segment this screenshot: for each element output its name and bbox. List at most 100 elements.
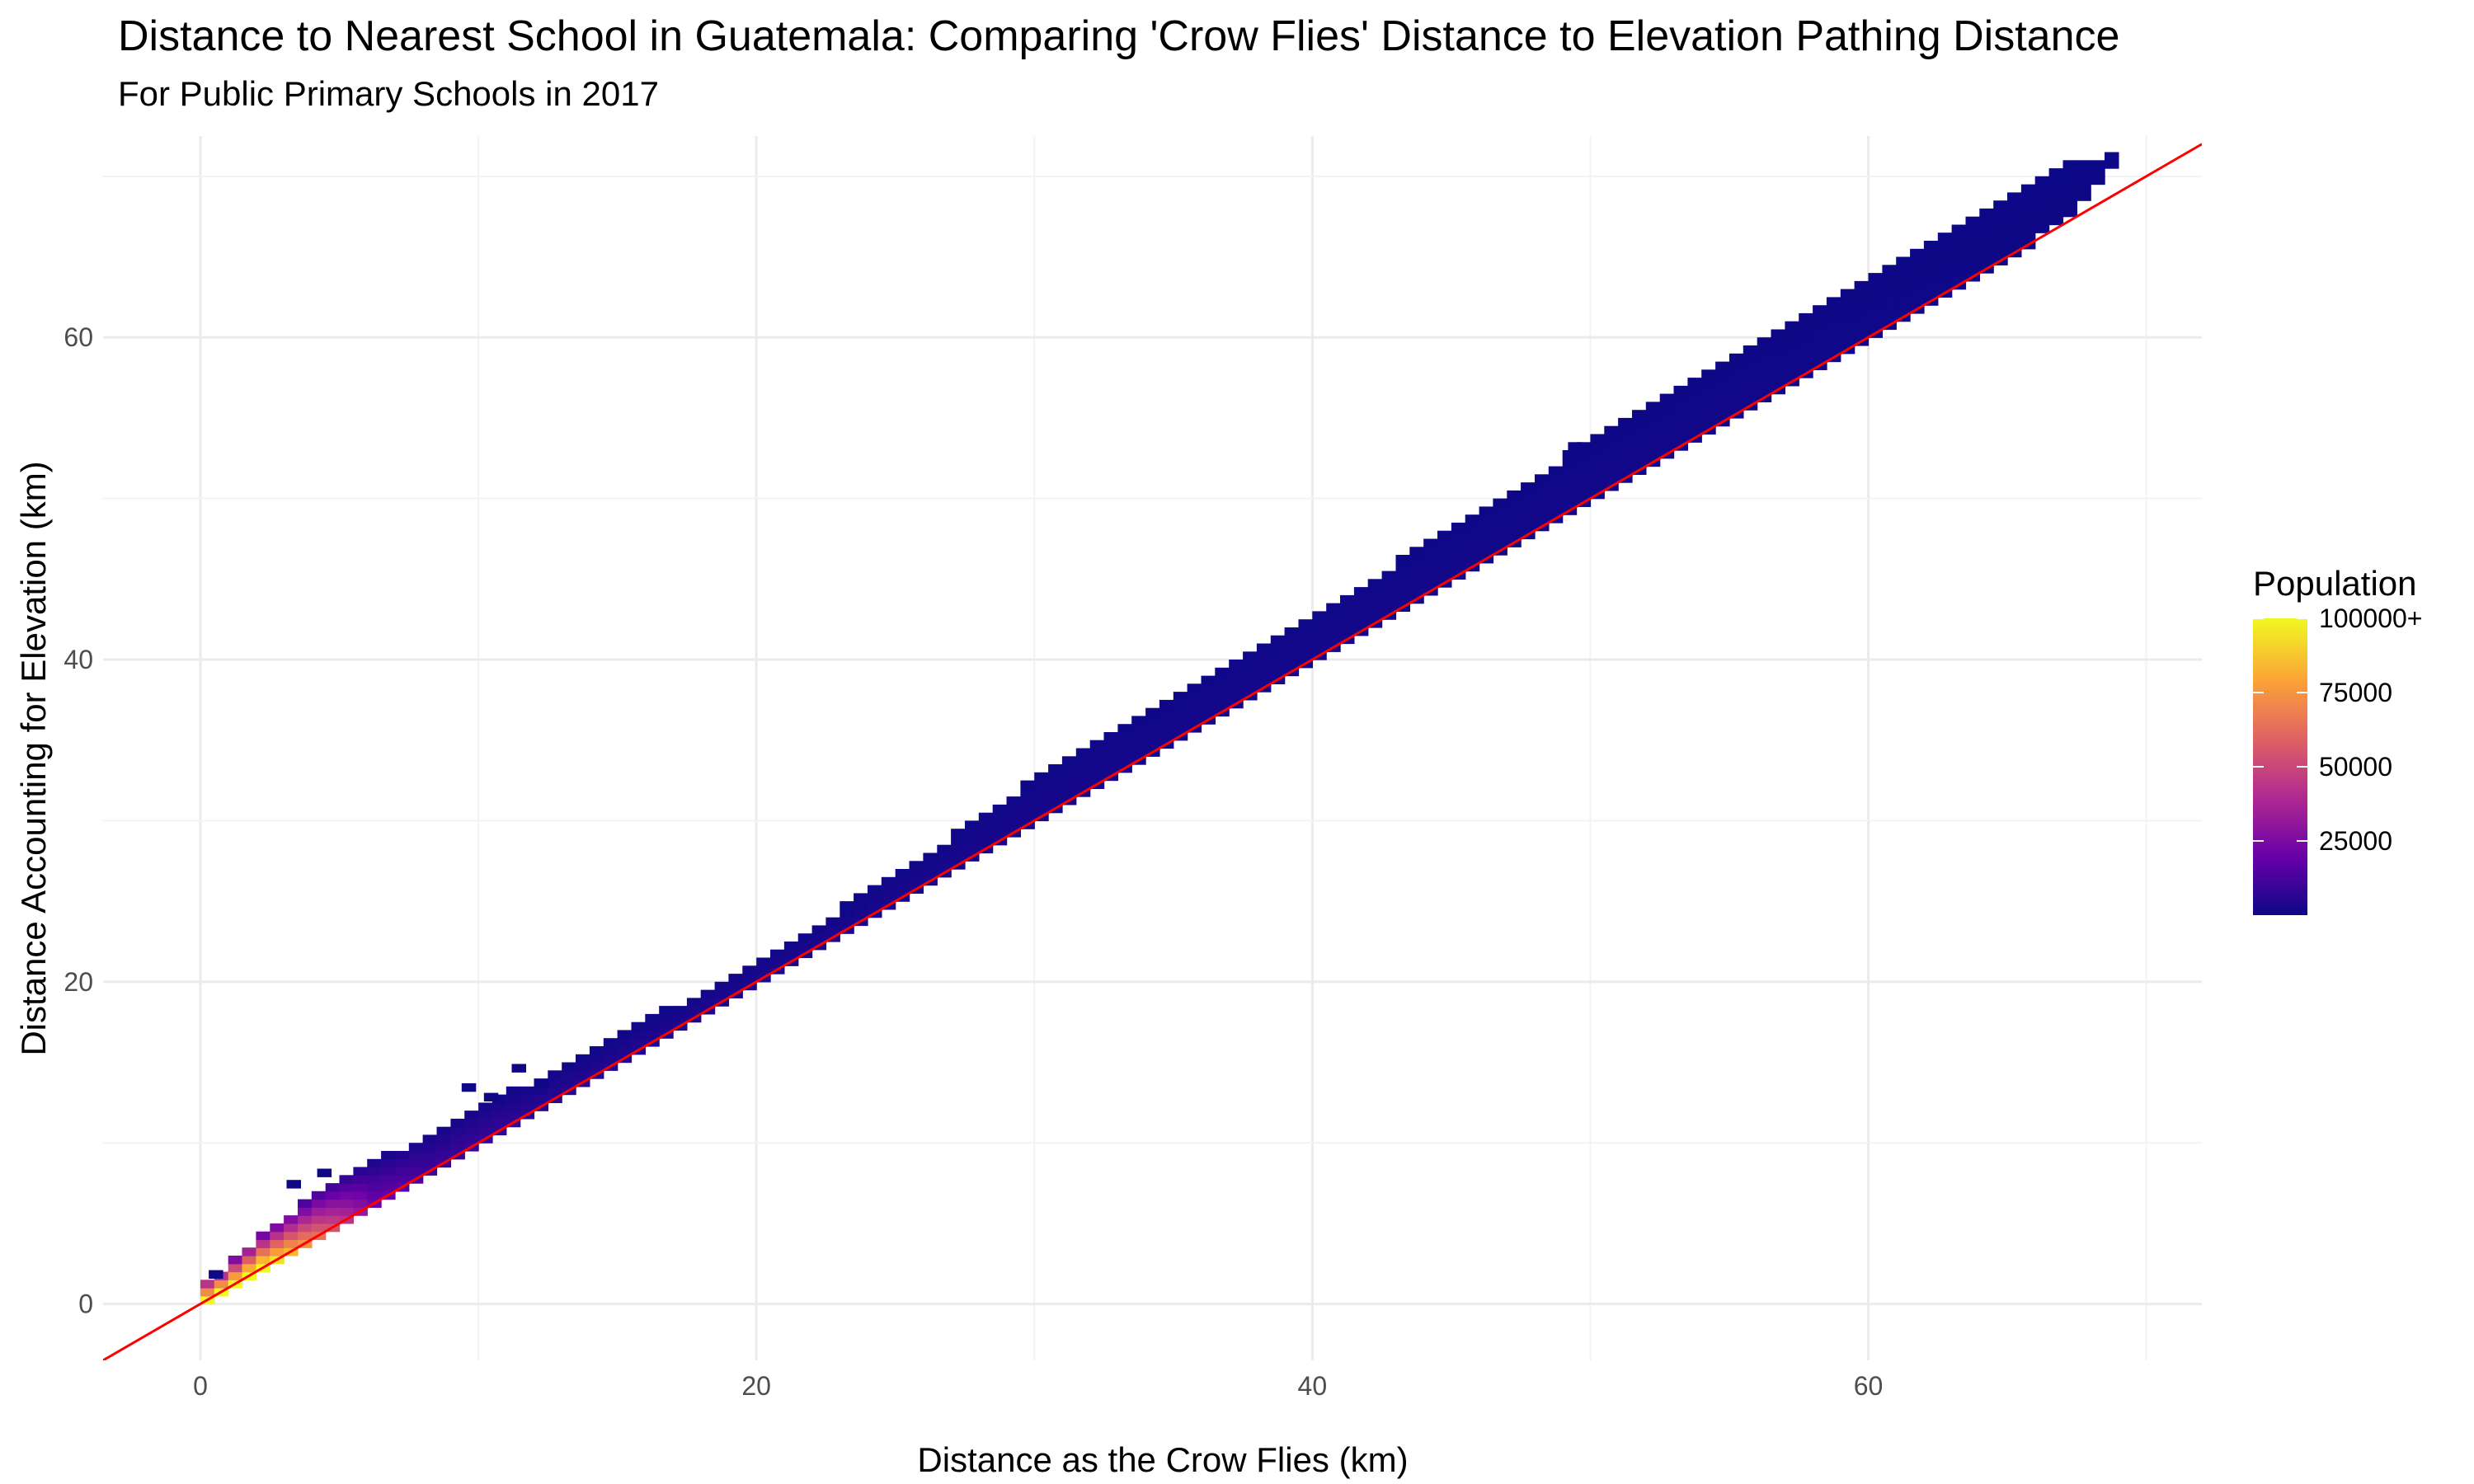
heatmap-tile xyxy=(2007,232,2022,242)
heatmap-tile xyxy=(1757,361,1772,370)
heatmap-tile xyxy=(367,1167,382,1176)
heatmap-tile xyxy=(506,1094,521,1103)
heatmap-tile xyxy=(1771,361,1785,370)
heatmap-tile xyxy=(700,989,716,998)
heatmap-tile xyxy=(631,1021,646,1031)
heatmap-tile xyxy=(1840,337,1856,346)
heatmap-tile xyxy=(1673,410,1688,419)
heatmap-tile xyxy=(1465,555,1480,564)
legend-tick-label: 25000 xyxy=(2319,826,2392,856)
outlier-tile xyxy=(511,1064,526,1073)
heatmap-tile xyxy=(1395,587,1410,596)
heatmap-tile xyxy=(562,1062,576,1071)
heatmap-tile xyxy=(311,1215,327,1224)
heatmap-tile xyxy=(1423,571,1438,580)
heatmap-tile xyxy=(1284,635,1300,645)
heatmap-tile xyxy=(1799,329,1813,338)
heatmap-tile xyxy=(659,1013,674,1023)
heatmap-tile xyxy=(1423,538,1438,547)
heatmap-tile xyxy=(478,1118,493,1128)
heatmap-tile xyxy=(1854,329,1870,338)
heatmap-tile xyxy=(1826,345,1841,355)
heatmap-tile xyxy=(1868,273,1883,282)
heatmap-tile xyxy=(506,1102,521,1111)
heatmap-tile xyxy=(937,852,952,862)
heatmap-tile xyxy=(1535,482,1550,491)
heatmap-tile xyxy=(1507,522,1522,532)
heatmap-tile xyxy=(1645,425,1661,435)
heatmap-tile xyxy=(923,852,938,862)
heatmap-tile xyxy=(1103,748,1118,757)
heatmap-tile xyxy=(2020,184,2036,193)
heatmap-tile xyxy=(2062,208,2077,218)
heatmap-tile xyxy=(1632,442,1647,451)
outlier-tile xyxy=(534,1080,548,1089)
heatmap-tile xyxy=(506,1111,521,1120)
outlier-tile xyxy=(209,1270,223,1279)
heatmap-tile xyxy=(1618,458,1633,467)
heatmap-tile xyxy=(1089,756,1105,765)
heatmap-tile xyxy=(1061,788,1077,797)
heatmap-tile xyxy=(1173,724,1188,733)
heatmap-tile xyxy=(951,844,966,854)
heatmap-tile xyxy=(1868,312,1883,322)
heatmap-tile xyxy=(700,998,716,1007)
heatmap-tile xyxy=(1882,280,1897,290)
heatmap-tile xyxy=(1256,667,1272,677)
heatmap-tile xyxy=(797,942,813,951)
heatmap-tile xyxy=(284,1223,299,1233)
heatmap-tile xyxy=(895,876,910,886)
heatmap-tile xyxy=(1743,393,1758,402)
legend-title: Population xyxy=(2253,564,2417,603)
heatmap-tile xyxy=(381,1158,396,1168)
heatmap-tile xyxy=(1632,425,1647,435)
heatmap-tile xyxy=(1284,627,1300,636)
heatmap-tile xyxy=(1075,764,1091,773)
heatmap-tile xyxy=(2020,216,2036,226)
heatmap-tile xyxy=(1423,547,1438,556)
heatmap-tile xyxy=(478,1111,493,1120)
heatmap-tile xyxy=(1854,312,1870,322)
heatmap-tile xyxy=(1381,587,1397,596)
heatmap-tile xyxy=(1937,265,1953,274)
heatmap-tile xyxy=(1479,547,1494,556)
heatmap-tile xyxy=(1548,474,1564,483)
heatmap-tile xyxy=(520,1094,535,1103)
heatmap-tile xyxy=(1923,256,1939,265)
heatmap-tile xyxy=(1159,707,1174,717)
heatmap-tile xyxy=(1353,587,1369,596)
heatmap-tile xyxy=(2077,160,2091,169)
heatmap-tile xyxy=(1632,458,1647,467)
heatmap-tile xyxy=(1020,796,1035,805)
heatmap-tile xyxy=(1548,466,1564,475)
heatmap-tile xyxy=(408,1143,424,1152)
heatmap-tile xyxy=(1687,417,1702,427)
heatmap-tile xyxy=(686,998,702,1007)
axis-tick-labels: 0 20 40 60 0 20 40 60 xyxy=(63,322,1883,1401)
heatmap-tile xyxy=(1312,635,1327,645)
heatmap-tile xyxy=(1785,353,1799,363)
heatmap-tile xyxy=(1131,724,1146,733)
heatmap-tile xyxy=(1715,393,1730,402)
heatmap-tile xyxy=(1034,788,1049,797)
heatmap-tile xyxy=(617,1030,633,1039)
heatmap-tile xyxy=(1701,369,1716,378)
heatmap-tile xyxy=(1965,256,1980,265)
heatmap-tile xyxy=(1590,450,1605,459)
heatmap-tile xyxy=(1340,594,1355,604)
heatmap-tile xyxy=(1229,667,1244,677)
heatmap-tile xyxy=(1312,611,1327,620)
heatmap-tile xyxy=(1465,522,1480,532)
heatmap-tile xyxy=(1771,369,1785,378)
x-tick-label: 60 xyxy=(1854,1371,1884,1401)
heatmap-tile xyxy=(2020,200,2036,209)
heatmap-tile xyxy=(1117,732,1132,741)
heatmap-tile xyxy=(1493,514,1507,524)
heatmap-tile xyxy=(951,837,966,846)
heatmap-tile xyxy=(1576,490,1592,500)
heatmap-tile xyxy=(1576,458,1592,467)
legend-tick-label: 50000 xyxy=(2319,752,2392,782)
heatmap-tile xyxy=(1993,224,2008,233)
heatmap-tile xyxy=(1548,506,1564,515)
